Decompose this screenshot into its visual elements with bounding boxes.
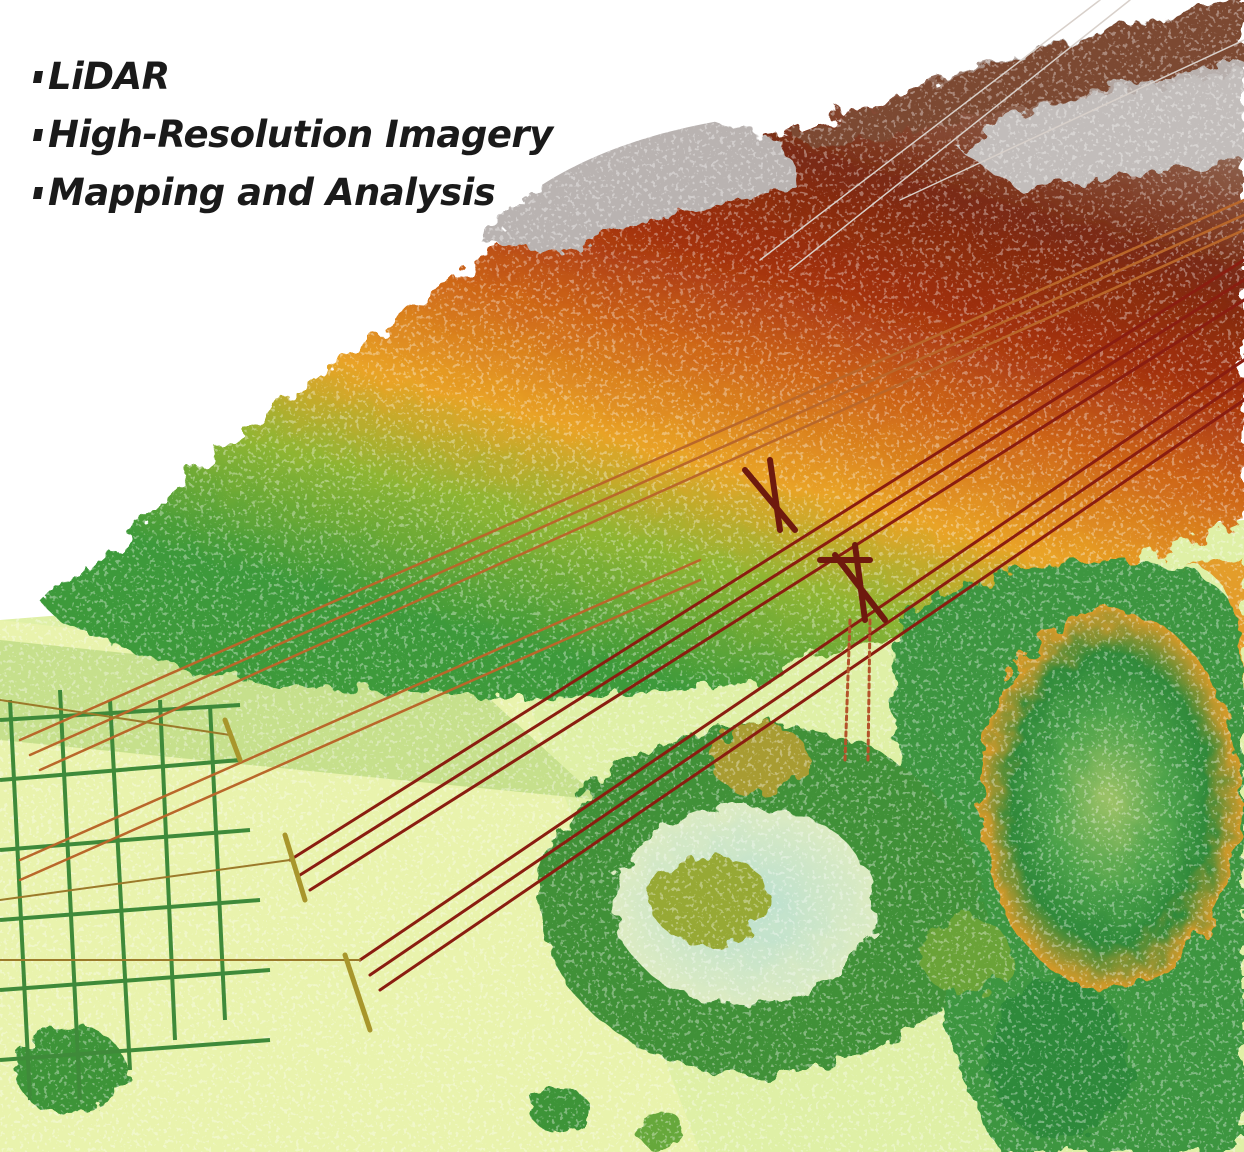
bullet-item-mapping: Mapping and Analysis	[32, 164, 553, 222]
square-bullet-icon	[32, 187, 44, 199]
bullet-item-imagery: High-Resolution Imagery	[32, 106, 553, 164]
bullet-label: Mapping and Analysis	[48, 171, 496, 214]
bullet-label: High-Resolution Imagery	[48, 113, 553, 156]
substation-structure	[0, 689, 271, 1101]
bullet-item-lidar: LiDAR	[32, 48, 553, 106]
power-lines	[0, 0, 1244, 992]
feature-bullet-list: LiDAR High-Resolution Imagery Mapping an…	[32, 48, 553, 222]
square-bullet-icon	[32, 129, 44, 141]
transmission-towers	[222, 457, 888, 1033]
bullet-label: LiDAR	[48, 55, 170, 98]
square-bullet-icon	[32, 71, 44, 83]
sky-background	[0, 0, 1100, 610]
